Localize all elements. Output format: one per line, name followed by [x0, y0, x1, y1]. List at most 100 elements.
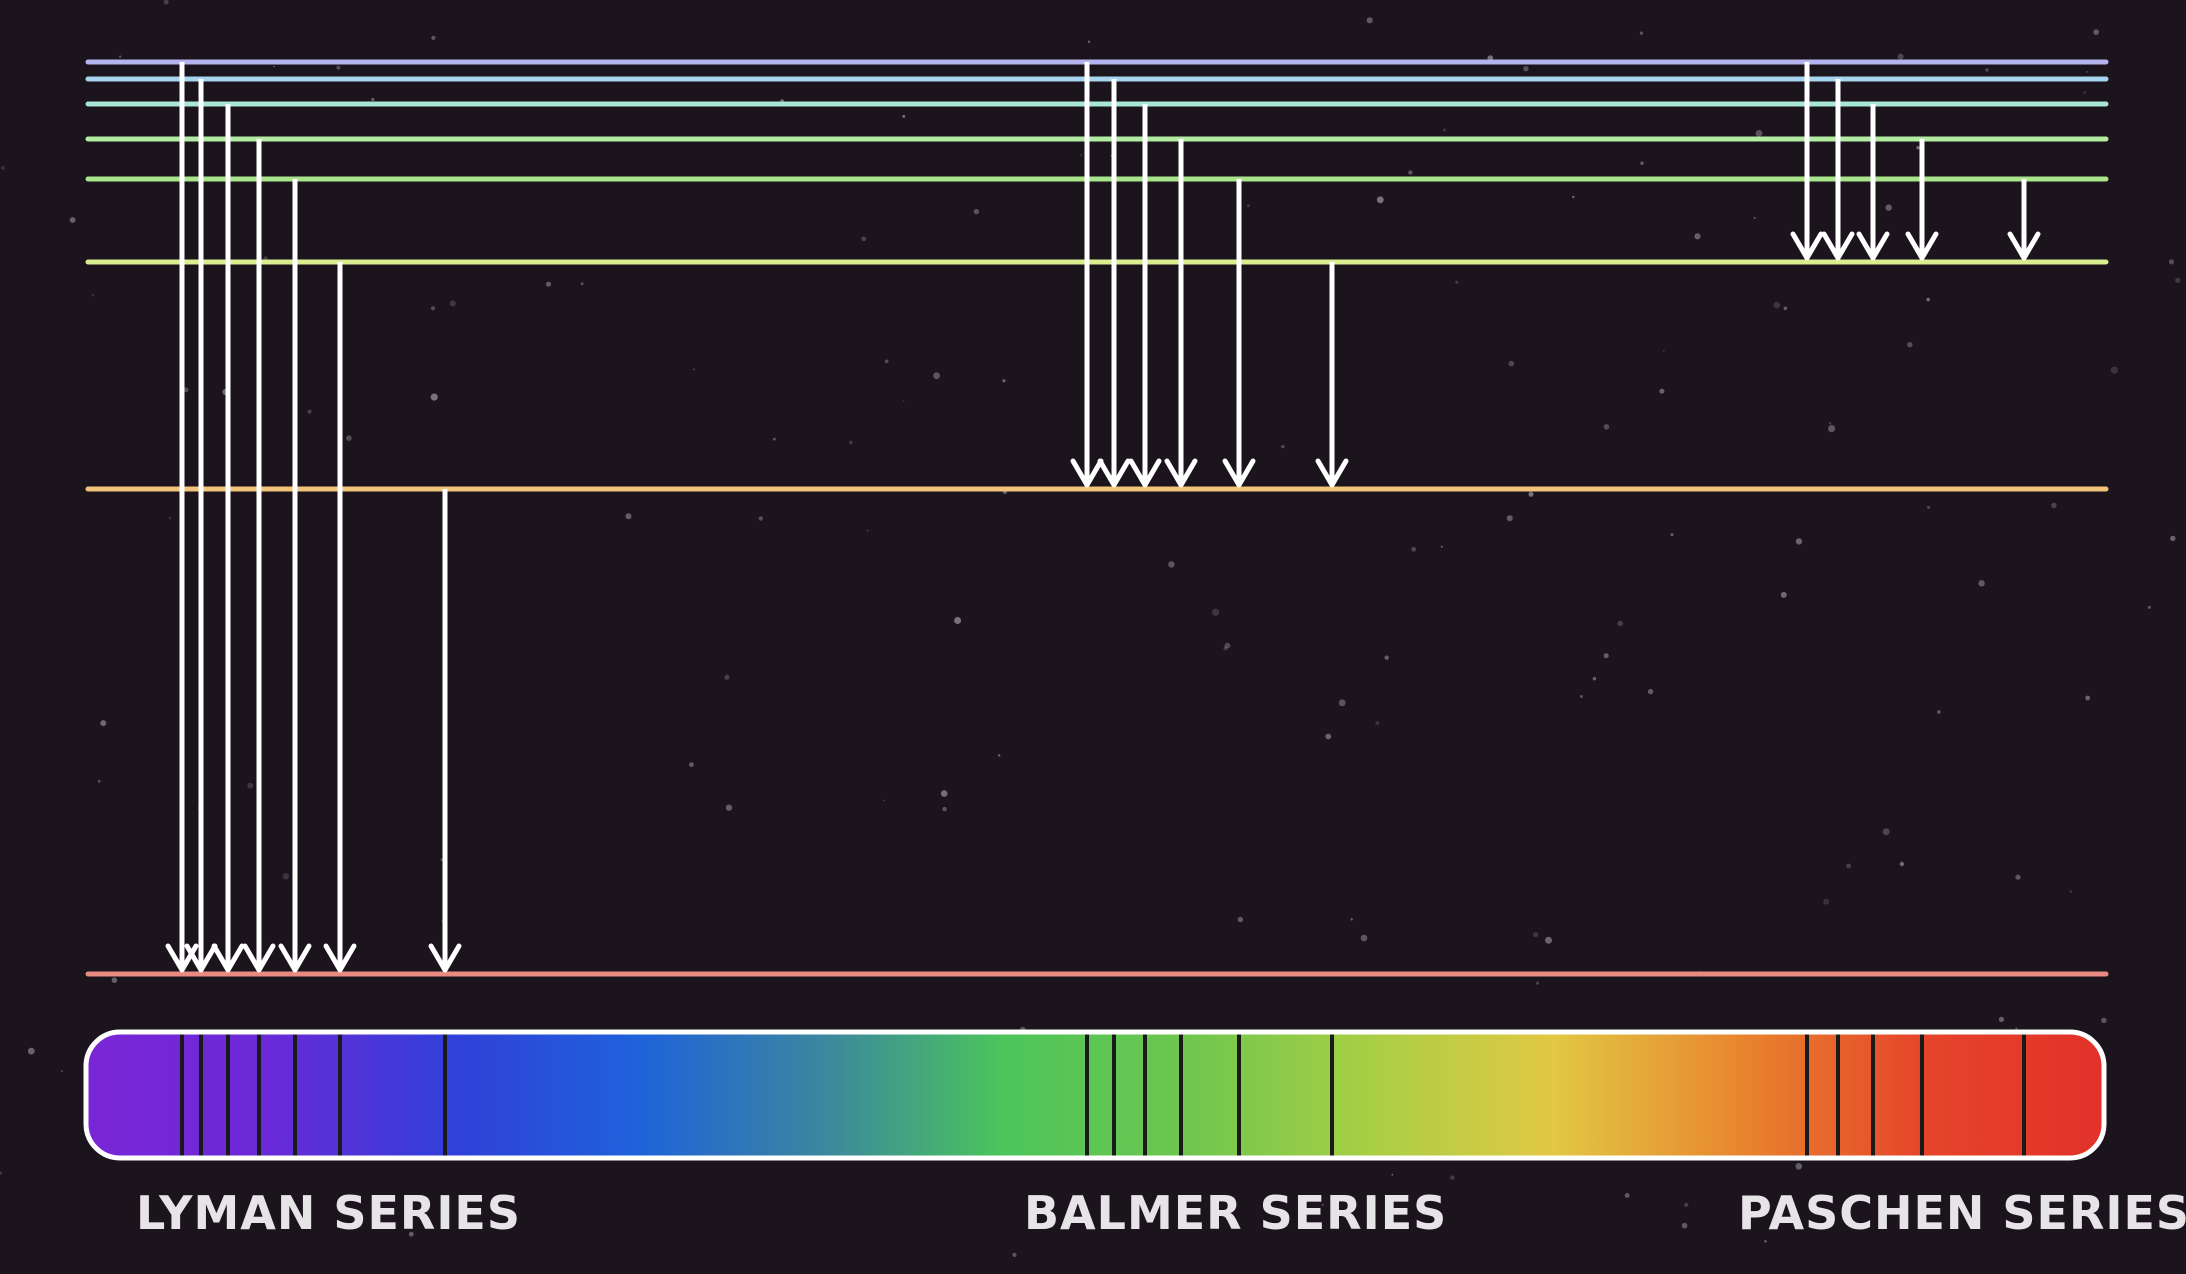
star — [1684, 1202, 1689, 1207]
star — [1753, 217, 1756, 220]
star — [2147, 605, 2151, 609]
star — [1002, 379, 1006, 383]
paschen-arrow-n6-to-n3 — [1856, 104, 1890, 261]
star — [998, 754, 1001, 757]
balmer-arrow-n3-to-n2 — [1315, 262, 1349, 488]
star — [430, 306, 436, 311]
star — [2015, 1027, 2018, 1030]
star — [724, 674, 730, 680]
paschen-series-label: PASCHEN SERIES — [1738, 1186, 2186, 1240]
star — [1694, 233, 1701, 240]
star — [2069, 890, 2073, 893]
star — [0, 1171, 2, 1175]
star — [2085, 695, 2091, 701]
star — [431, 35, 436, 41]
star — [1927, 505, 1930, 509]
star — [2093, 29, 2100, 35]
spectrum-gradient — [86, 1032, 2104, 1158]
paschen-arrow-n4-to-n3 — [2007, 179, 2041, 261]
star — [60, 1069, 64, 1073]
star — [1350, 918, 1353, 921]
star — [1212, 608, 1220, 616]
star — [2175, 277, 2181, 283]
star — [1450, 1175, 1455, 1180]
star — [408, 1231, 414, 1237]
star — [1384, 655, 1389, 660]
star — [1795, 1163, 1803, 1170]
star — [883, 799, 886, 802]
star — [1978, 580, 1985, 587]
star — [1360, 934, 1368, 942]
lyman-arrow-n2-to-n1 — [428, 489, 462, 973]
paschen-arrow-n7-to-n3 — [1821, 79, 1855, 261]
star — [1579, 695, 1583, 698]
star — [247, 782, 254, 789]
paschen-arrow-n5-to-n3 — [1905, 139, 1939, 261]
star — [1882, 828, 1890, 836]
star — [1624, 1193, 1630, 1198]
star — [1659, 388, 1665, 394]
star — [1079, 154, 1082, 157]
star — [1899, 861, 1905, 867]
star — [1528, 491, 1534, 497]
star — [346, 435, 352, 441]
star — [1523, 66, 1529, 72]
star — [111, 977, 118, 983]
star — [1823, 898, 1830, 905]
star — [1603, 653, 1609, 659]
star — [27, 1047, 35, 1055]
star — [2101, 1017, 2107, 1024]
star — [1408, 170, 1413, 175]
star — [273, 65, 276, 68]
star — [2051, 502, 2057, 509]
star — [1885, 204, 1892, 211]
star — [1846, 863, 1851, 869]
star — [1533, 932, 1539, 938]
star — [1223, 646, 1228, 651]
star — [183, 387, 189, 393]
star — [371, 97, 375, 102]
star — [2170, 535, 2176, 542]
star — [1897, 53, 1904, 60]
lyman-arrow-n4-to-n1 — [278, 179, 312, 973]
star — [1828, 425, 1836, 433]
star — [2015, 874, 2021, 880]
star — [1321, 1203, 1324, 1207]
lyman-arrow-n7-to-n1 — [184, 79, 218, 973]
star — [2086, 70, 2089, 73]
balmer-arrow-n4-to-n2 — [1222, 179, 1256, 488]
star — [1087, 40, 1091, 43]
balmer-arrow-n7-to-n2 — [1097, 79, 1131, 488]
star — [902, 114, 906, 118]
star — [430, 393, 438, 401]
star — [1440, 545, 1443, 548]
star — [100, 720, 107, 727]
star — [1168, 561, 1175, 568]
emission-spectrum-bar — [83, 1029, 2107, 1161]
lyman-arrow-n3-to-n1 — [323, 262, 357, 973]
star — [1487, 55, 1494, 61]
star — [725, 804, 733, 811]
star — [1506, 515, 1513, 522]
star — [1338, 699, 1346, 707]
star — [1985, 68, 1989, 72]
star — [933, 372, 940, 380]
star — [1603, 424, 1610, 430]
star — [1663, 350, 1665, 352]
star — [336, 65, 341, 70]
star — [1224, 642, 1231, 649]
star — [1639, 31, 1643, 35]
star — [1916, 146, 1920, 150]
lyman-series-label: LYMAN SERIES — [136, 1186, 521, 1240]
star — [1325, 733, 1332, 740]
star — [1937, 710, 1941, 714]
star — [1443, 128, 1446, 132]
star — [884, 359, 889, 364]
star — [1455, 280, 1459, 284]
star — [1247, 204, 1250, 208]
star — [1681, 1222, 1688, 1229]
star — [692, 368, 695, 371]
star — [1780, 591, 1787, 598]
